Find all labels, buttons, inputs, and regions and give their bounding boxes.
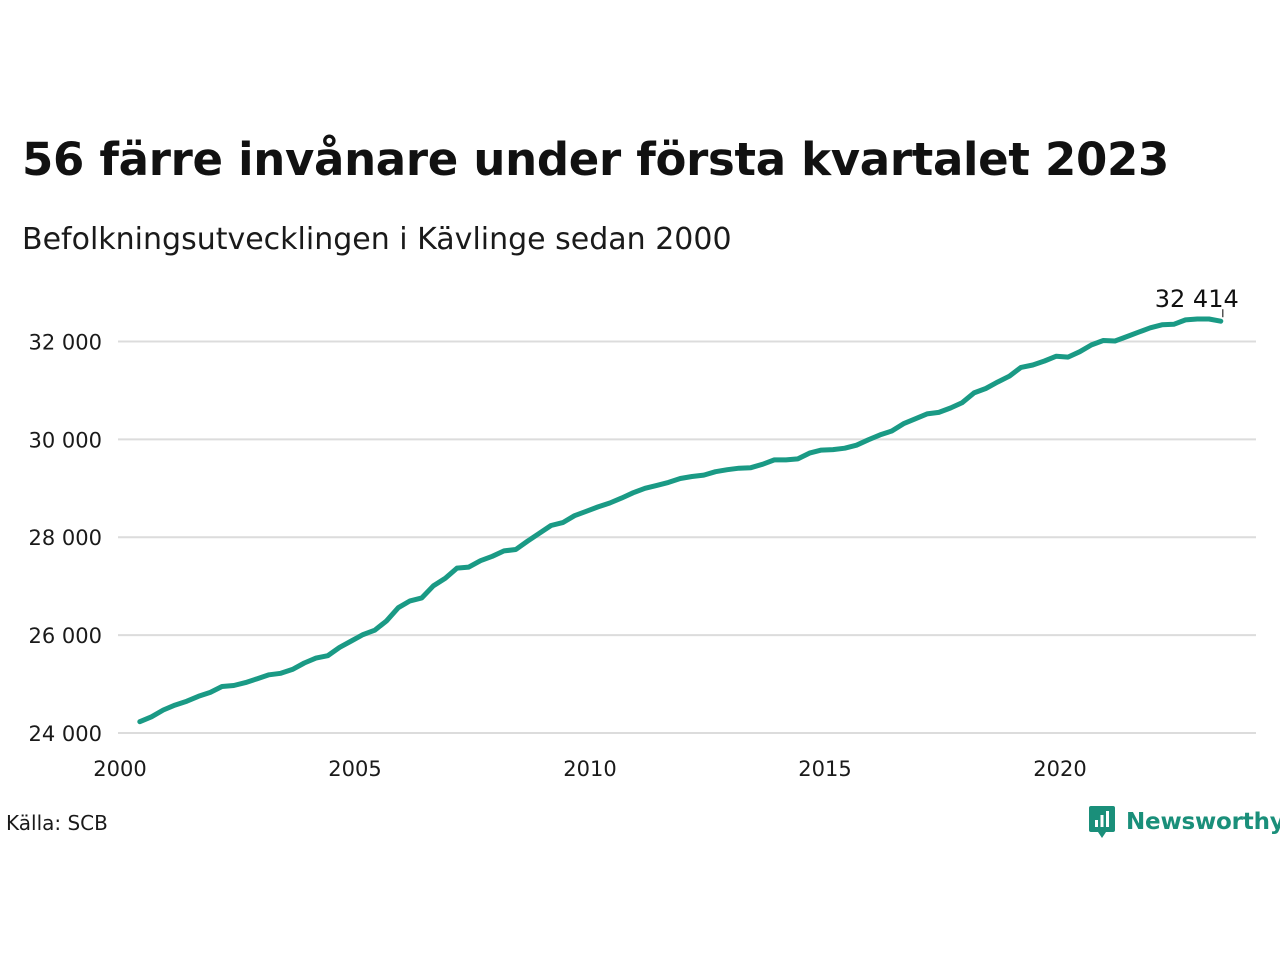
newsworthy-logo-icon xyxy=(1089,806,1115,838)
chart-subtitle: Befolkningsutvecklingen i Kävlinge sedan… xyxy=(22,222,732,257)
y-tick-label: 26 000 xyxy=(29,624,102,648)
label-layer: 32 414 xyxy=(1155,285,1239,318)
end-value-label: 32 414 xyxy=(1155,285,1239,313)
x-tick-label: 2015 xyxy=(798,757,851,781)
brand-logo: Newsworthy xyxy=(1088,804,1280,840)
x-tick-label: 2005 xyxy=(328,757,381,781)
x-axis-ticks: 2000 2005 2010 2015 2020 xyxy=(93,757,1086,781)
grid-lines xyxy=(118,340,1256,734)
population-series-line xyxy=(137,316,1224,725)
y-tick-label: 24 000 xyxy=(29,722,102,746)
series-layer xyxy=(137,316,1224,725)
chart-title: 56 färre invånare under första kvartalet… xyxy=(22,133,1169,186)
x-tick-label: 2000 xyxy=(93,757,146,781)
y-tick-label: 32 000 xyxy=(29,330,102,354)
y-tick-label: 28 000 xyxy=(29,526,102,550)
x-tick-label: 2020 xyxy=(1033,757,1086,781)
brand-name: Newsworthy xyxy=(1126,809,1280,835)
y-axis-ticks: 24 000 26 000 28 000 30 000 32 000 xyxy=(29,330,102,746)
source-note: Källa: SCB xyxy=(6,811,108,835)
x-tick-label: 2010 xyxy=(563,757,616,781)
y-tick-label: 30 000 xyxy=(29,428,102,452)
